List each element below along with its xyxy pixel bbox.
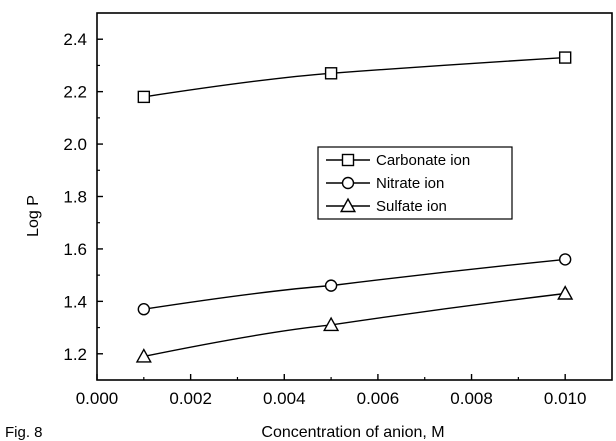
data-point <box>135 348 152 363</box>
figure-label: Fig. 8 <box>5 424 43 441</box>
y-tick-label: 1.8 <box>63 188 87 207</box>
data-point <box>558 51 572 64</box>
x-tick-label: 0.004 <box>263 389 306 408</box>
data-point <box>323 316 340 332</box>
data-point <box>137 90 151 104</box>
x-tick-label: 0.000 <box>76 389 119 408</box>
y-tick-label: 1.4 <box>63 292 87 311</box>
x-axis-ticks: 0.000 0.002 0.004 0.006 0.008 0.010 <box>76 374 587 408</box>
data-point <box>558 253 572 266</box>
series-circle <box>137 253 572 316</box>
series-layer <box>135 51 574 363</box>
y-axis-ticks: 1.2 1.4 1.6 1.8 2.0 2.2 2.4 <box>63 30 103 364</box>
data-point <box>557 285 574 300</box>
y-tick-label: 1.6 <box>63 240 87 259</box>
legend-label: Nitrate ion <box>376 175 444 192</box>
legend: Carbonate ion Nitrate ion Sulfate ion <box>317 146 513 220</box>
y-tick-label: 1.2 <box>63 345 87 364</box>
series-square <box>137 51 572 104</box>
legend-marker <box>341 153 355 167</box>
legend-label: Sulfate ion <box>376 198 447 215</box>
data-point <box>324 279 338 292</box>
x-tick-label: 0.002 <box>169 389 212 408</box>
legend-label: Carbonate ion <box>376 152 470 169</box>
legend-marker <box>339 197 357 213</box>
y-tick-label: 2.2 <box>63 83 87 102</box>
series-line <box>143 292 566 358</box>
x-axis-label: Concentration of anion, M <box>261 424 444 441</box>
data-point <box>137 303 151 316</box>
legend-marker <box>341 176 355 190</box>
x-tick-label: 0.008 <box>450 389 493 408</box>
x-tick-label: 0.006 <box>357 389 400 408</box>
x-tick-label: 0.010 <box>544 389 587 408</box>
y-tick-label: 2.0 <box>63 135 87 154</box>
series-triangle <box>135 285 574 363</box>
y-tick-label: 2.4 <box>63 30 87 49</box>
series-line <box>143 56 566 98</box>
y-axis-label: Log P <box>25 195 42 237</box>
data-point <box>324 67 338 80</box>
